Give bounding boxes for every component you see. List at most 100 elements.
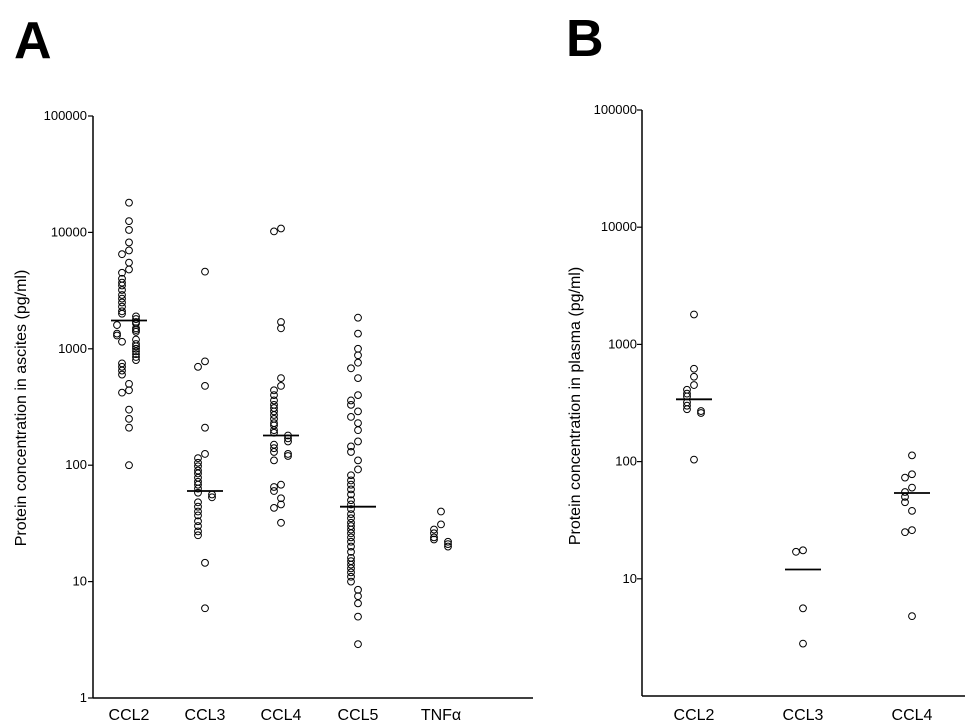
data-point <box>194 507 202 516</box>
x-category-label: CCL2 <box>109 707 150 724</box>
data-point <box>437 507 445 516</box>
data-point <box>347 412 355 421</box>
x-category-label: CCL3 <box>185 707 226 724</box>
data-point <box>683 401 691 410</box>
data-point <box>690 364 698 373</box>
data-point <box>901 488 909 496</box>
data-point <box>270 421 278 430</box>
data-point <box>799 639 807 648</box>
data-point <box>347 510 355 519</box>
data-point <box>347 533 355 542</box>
data-point <box>792 547 800 556</box>
data-point <box>354 426 362 435</box>
y-tick-label: 100 <box>65 457 87 472</box>
data-point <box>690 455 698 464</box>
data-point <box>194 511 202 520</box>
data-point <box>125 414 133 423</box>
data-point <box>347 476 355 485</box>
data-point <box>430 529 438 538</box>
data-point <box>270 503 278 512</box>
data-point <box>118 337 126 346</box>
data-point <box>354 351 362 360</box>
x-category-label: CCL4 <box>261 707 302 724</box>
data-point <box>194 362 202 371</box>
data-point <box>194 458 202 467</box>
data-point <box>430 535 438 544</box>
data-point <box>347 496 355 505</box>
data-point <box>194 502 202 511</box>
data-point <box>118 250 126 259</box>
data-point <box>347 568 355 577</box>
data-point <box>201 558 209 567</box>
data-point <box>277 494 285 503</box>
data-point <box>270 448 278 456</box>
y-tick-label: 1000 <box>608 336 637 351</box>
y-tick-label: 10000 <box>601 219 637 234</box>
data-point <box>125 217 133 226</box>
data-point <box>444 540 452 548</box>
data-point <box>270 487 278 495</box>
data-point <box>347 560 355 569</box>
data-point <box>799 604 807 613</box>
data-point <box>354 374 362 383</box>
y-tick-label: 100 <box>615 454 637 469</box>
data-point <box>444 537 452 546</box>
data-point <box>347 529 355 538</box>
data-point <box>118 286 126 294</box>
y-tick-label: 100000 <box>44 108 87 123</box>
data-point <box>690 310 698 319</box>
data-point <box>194 469 202 478</box>
x-category-label: CCL4 <box>892 707 933 724</box>
data-point <box>347 364 355 373</box>
x-category-label: CCL2 <box>674 707 715 724</box>
data-point <box>437 520 445 529</box>
data-point <box>118 278 126 287</box>
panel-a-y-axis-label: Protein concentration in ascites (pg/ml) <box>13 270 30 547</box>
data-point <box>683 405 691 414</box>
data-point <box>113 321 121 329</box>
data-point <box>277 382 285 390</box>
y-tick-label: 10 <box>623 571 637 586</box>
data-point <box>354 419 362 427</box>
data-point <box>908 451 916 460</box>
data-point <box>118 291 126 299</box>
data-point <box>125 238 133 247</box>
data-point <box>908 483 916 492</box>
data-point <box>347 547 355 556</box>
y-tick-label: 10000 <box>51 224 87 239</box>
data-point <box>347 471 355 480</box>
data-point <box>347 505 355 513</box>
data-point <box>901 528 909 537</box>
y-tick-label: 1000 <box>58 341 87 356</box>
panel-a-label: A <box>14 12 52 70</box>
data-point <box>354 456 362 465</box>
data-point <box>118 370 126 379</box>
data-point <box>201 423 209 432</box>
data-point <box>354 407 362 416</box>
data-point <box>132 344 140 353</box>
data-point <box>347 572 355 581</box>
data-point <box>908 506 916 515</box>
data-point <box>132 353 140 361</box>
data-point <box>430 533 438 542</box>
data-point <box>908 526 916 535</box>
data-point <box>194 484 202 493</box>
data-point <box>201 357 209 366</box>
data-point <box>799 546 807 555</box>
x-category-label: CCL3 <box>783 707 824 724</box>
data-point <box>347 514 355 523</box>
data-point <box>194 522 202 530</box>
data-point <box>284 452 292 460</box>
data-point <box>125 246 133 255</box>
x-category-label: TNFα <box>421 707 461 724</box>
data-point <box>347 542 355 551</box>
data-point <box>277 224 285 233</box>
data-point <box>118 294 126 303</box>
data-point <box>270 483 278 491</box>
data-point <box>113 331 121 340</box>
data-point <box>354 592 362 601</box>
data-point <box>347 500 355 509</box>
data-point <box>277 318 285 326</box>
data-point <box>354 358 362 367</box>
